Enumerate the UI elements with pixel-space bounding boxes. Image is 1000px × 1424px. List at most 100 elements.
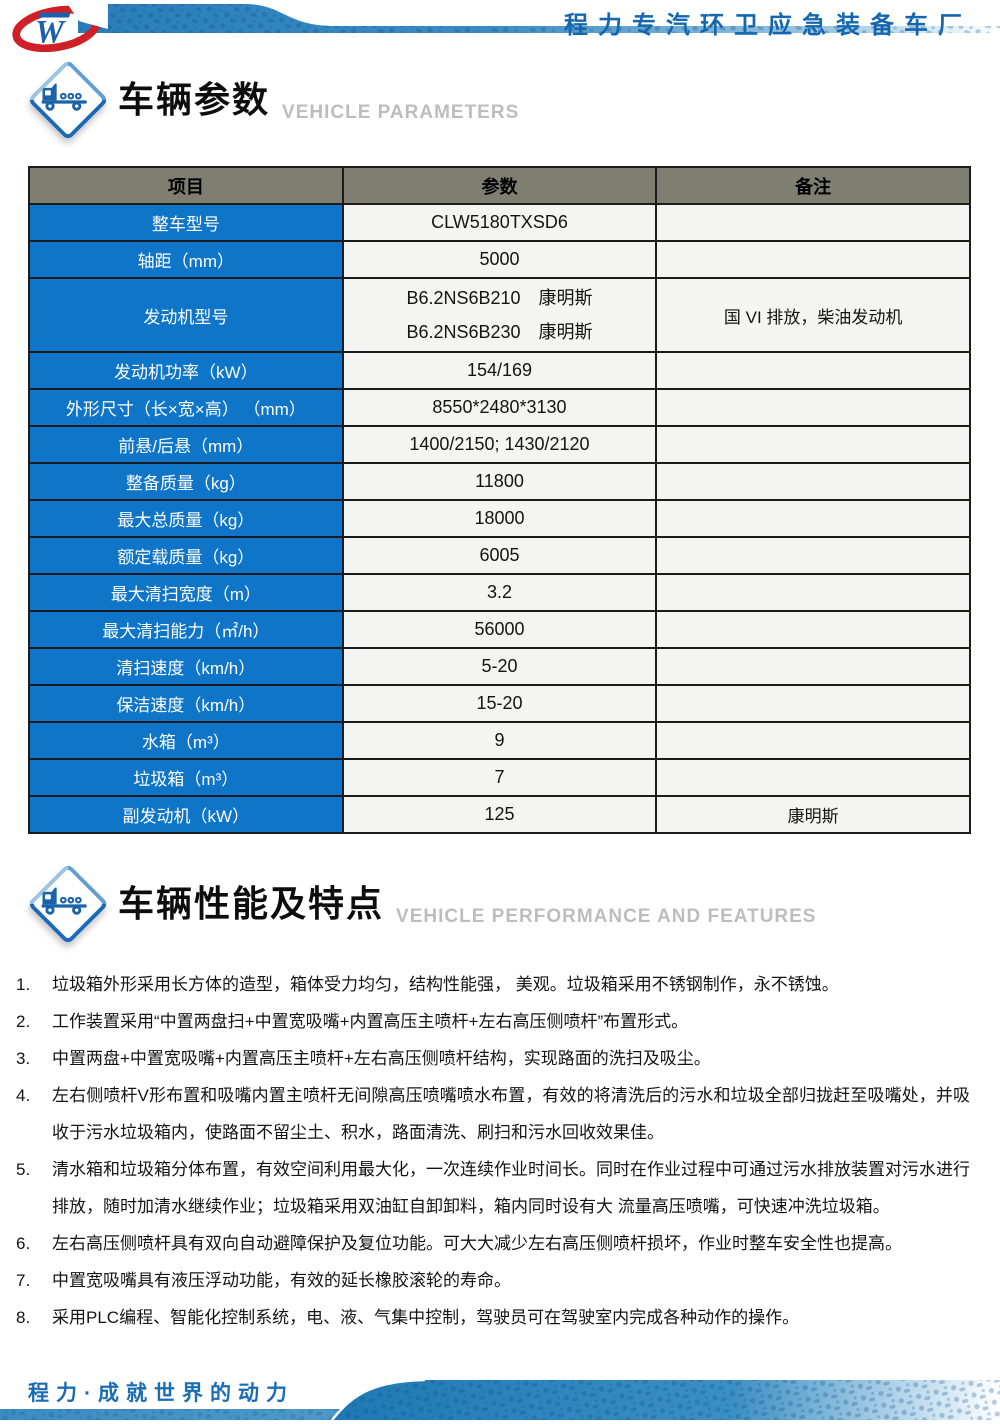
table-row: 清扫速度（km/h） 5-20 [28,647,971,686]
feature-number: 8. [16,1308,31,1327]
feature-text: 工作装置采用“中置两盘扫+中置宽吸嘴+内置高压主喷杆+左右高压侧喷杆”布置形式。 [52,1012,689,1031]
feature-item: 3. 中置两盘+中置宽吸嘴+内置高压主喷杆+左右高压侧喷杆结构，实现路面的洗扫及吸… [12,1040,970,1077]
truck-diamond-icon [26,862,110,946]
feature-text: 中置宽吸嘴具有液压浮动功能，有效的延长橡胶滚轮的寿命。 [52,1271,511,1290]
table-row: 外形尺寸（长×宽×高） （mm） 8550*2480*3130 [28,388,971,427]
table-row: 前悬/后悬（mm） 1400/2150; 1430/2120 [28,425,971,464]
table-row: 垃圾箱（m³） 7 [28,758,971,797]
features-list: 1. 垃圾箱外形采用长方体的造型，箱体受力均匀，结构性能强， 美观。垃圾箱采用不锈… [12,966,970,1336]
table-header-row: 项目 参数 备注 [28,166,971,205]
section-title-params: 车辆参数 [118,79,271,120]
feature-item: 2. 工作装置采用“中置两盘扫+中置宽吸嘴+内置高压主喷杆+左右高压侧喷杆”布置形… [12,1003,970,1040]
feature-item: 6. 左右高压侧喷杆具有双向自动避障保护及复位功能。可大大减少左右高压侧喷杆损坏，… [12,1225,970,1262]
item-cell: 发动机功率（kW） [28,351,344,390]
footer-banner [0,1378,1000,1421]
param-cell: 5-20 [341,647,658,686]
item-cell: 发动机型号 [28,277,344,353]
feature-text: 清水箱和垃圾箱分体布置，有效空间利用最大化，一次连续作业时间长。同时在作业过程中… [52,1160,970,1216]
table-row: 整备质量（kg） 11800 [28,462,971,501]
truck-icon [41,83,87,111]
table-row: 轴距（mm） 5000 [28,240,971,279]
feature-text: 左右侧喷杆V形布置和吸嘴内置主喷杆无间隙高压喷嘴喷水布置，有效的将清洗后的污水和… [52,1086,970,1142]
param-cell: 154/169 [341,351,658,390]
header-banner [78,4,1000,33]
feature-item: 4. 左右侧喷杆V形布置和吸嘴内置主喷杆无间隙高压喷嘴喷水布置，有效的将清洗后的污… [12,1077,970,1151]
table-row: 发动机型号 B6.2NS6B210 康明斯 B6.2NS6B230 康明斯国 VI… [28,277,971,353]
section-subtitle-features: VEHICLE PERFORMANCE AND FEATURES [396,906,817,927]
parameters-table: 项目 参数 备注 整车型号 CLW5180TXSD6 轴距（mm） 5000 发动机… [28,166,971,834]
table-row: 整车型号 CLW5180TXSD6 [28,203,971,242]
svg-text:W: W [35,14,66,50]
feature-number: 3. [16,1049,31,1068]
table-row: 最大清扫宽度（m） 3.2 [28,573,971,612]
item-cell: 水箱（m³） [28,721,344,760]
item-cell: 轴距（mm） [28,240,344,279]
note-cell [655,647,971,686]
feature-number: 4. [16,1086,31,1105]
item-cell: 保洁速度（km/h） [28,684,344,723]
page-footer: 程力·成就世界的动力 [0,1374,1000,1424]
item-cell: 前悬/后悬（mm） [28,425,344,464]
col-header-note: 备注 [655,166,971,205]
item-cell: 清扫速度（km/h） [28,647,344,686]
note-cell [655,573,971,612]
feature-text: 左右高压侧喷杆具有双向自动避障保护及复位功能。可大大减少左右高压侧喷杆损坏，作业… [52,1234,902,1253]
param-cell: 9 [341,721,658,760]
feature-number: 6. [16,1234,31,1253]
note-cell [655,684,971,723]
table-row: 最大清扫能力（㎡/h） 56000 [28,610,971,649]
section-vehicle-parameters-header: 车辆参数 VEHICLE PARAMETERS [26,58,519,142]
page-header: W 程力专汽环卫应急装备车厂 [0,0,1000,58]
param-cell: 11800 [341,462,658,501]
feature-number: 5. [16,1160,31,1179]
item-cell: 整车型号 [28,203,344,242]
feature-item: 5. 清水箱和垃圾箱分体布置，有效空间利用最大化，一次连续作业时间长。同时在作业过… [12,1151,970,1225]
item-cell: 垃圾箱（m³） [28,758,344,797]
item-cell: 整备质量（kg） [28,462,344,501]
feature-item: 8. 采用PLC编程、智能化控制系统，电、液、气集中控制，驾驶员可在驾驶室内完成各… [12,1299,970,1336]
note-cell [655,388,971,427]
feature-text: 垃圾箱外形采用长方体的造型，箱体受力均匀，结构性能强， 美观。垃圾箱采用不锈钢制… [52,975,839,994]
feature-number: 2. [16,1012,31,1031]
truck-icon [41,887,87,915]
item-cell: 最大清扫能力（㎡/h） [28,610,344,649]
item-cell: 外形尺寸（长×宽×高） （mm） [28,388,344,427]
item-cell: 额定载质量（kg） [28,536,344,575]
note-cell [655,462,971,501]
table-row: 水箱（m³） 9 [28,721,971,760]
table-row: 副发动机（kW） 125 康明斯 [28,795,971,834]
param-cell: 125 [341,795,658,834]
company-name: 程力专汽环卫应急装备车厂 [564,12,972,39]
col-header-item: 项目 [28,166,344,205]
table-row: 最大总质量（kg） 18000 [28,499,971,538]
note-cell [655,425,971,464]
note-cell [655,240,971,279]
param-cell: CLW5180TXSD6 [341,203,658,242]
table-row: 发动机功率（kW） 154/169 [28,351,971,390]
table-row: 保洁速度（km/h） 15-20 [28,684,971,723]
param-cell: 7 [341,758,658,797]
item-cell: 最大总质量（kg） [28,499,344,538]
note-cell: 国 VI 排放，柴油发动机 [655,277,971,353]
param-cell: B6.2NS6B210 康明斯 B6.2NS6B230 康明斯 [341,277,658,353]
feature-item: 7. 中置宽吸嘴具有液压浮动功能，有效的延长橡胶滚轮的寿命。 [12,1262,970,1299]
param-cell: 6005 [341,536,658,575]
param-cell: 8550*2480*3130 [341,388,658,427]
truck-diamond-icon [26,58,110,142]
item-cell: 副发动机（kW） [28,795,344,834]
param-cell: 15-20 [341,684,658,723]
note-cell [655,610,971,649]
feature-number: 1. [16,975,31,994]
note-cell [655,721,971,760]
note-cell [655,351,971,390]
table-row: 额定载质量（kg） 6005 [28,536,971,575]
param-cell: 5000 [341,240,658,279]
param-cell: 18000 [341,499,658,538]
param-cell: 3.2 [341,573,658,612]
note-cell [655,758,971,797]
param-cell: 56000 [341,610,658,649]
feature-text: 采用PLC编程、智能化控制系统，电、液、气集中控制，驾驶员可在驾驶室内完成各种动… [52,1308,800,1327]
note-cell: 康明斯 [655,795,971,834]
feature-text: 中置两盘+中置宽吸嘴+内置高压主喷杆+左右高压侧喷杆结构，实现路面的洗扫及吸尘。 [52,1049,711,1068]
feature-item: 1. 垃圾箱外形采用长方体的造型，箱体受力均匀，结构性能强， 美观。垃圾箱采用不锈… [12,966,970,1003]
